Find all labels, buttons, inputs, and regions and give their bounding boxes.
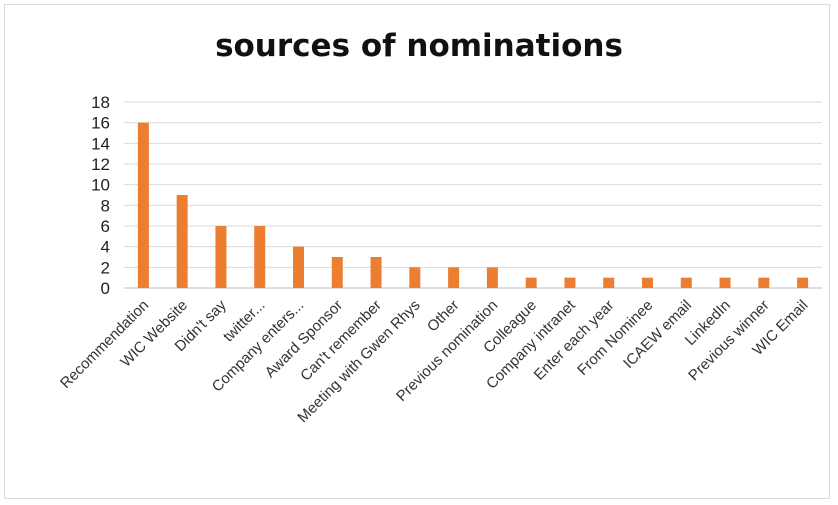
bar: [331, 257, 343, 288]
y-tick-label: 8: [101, 196, 110, 215]
bar: [797, 277, 809, 288]
bar: [137, 122, 149, 289]
y-tick-label: 4: [101, 238, 110, 257]
bar: [409, 267, 421, 288]
bar: [370, 257, 382, 288]
bar: [176, 195, 188, 288]
bar: [680, 277, 692, 288]
y-tick-label: 14: [91, 134, 110, 153]
y-tick-label: 2: [101, 258, 110, 277]
bar: [603, 277, 615, 288]
bars: [137, 122, 809, 289]
y-tick-label: 6: [101, 217, 110, 236]
bar: [564, 277, 576, 288]
gridlines: [124, 101, 822, 289]
y-tick-label: 16: [91, 114, 110, 133]
y-tick-label: 10: [91, 176, 110, 195]
bar: [293, 246, 304, 288]
y-tick-label: 12: [91, 155, 110, 174]
chart-title: sources of nominations: [215, 28, 623, 64]
y-tick-label: 18: [91, 93, 110, 112]
bar: [525, 277, 537, 288]
bar: [758, 277, 770, 288]
bar: [448, 267, 460, 288]
bar: [642, 277, 653, 288]
bar: [486, 267, 498, 288]
bar: [215, 226, 227, 288]
bar: [254, 226, 266, 288]
y-tick-label: 0: [101, 279, 110, 298]
bar: [719, 277, 731, 288]
